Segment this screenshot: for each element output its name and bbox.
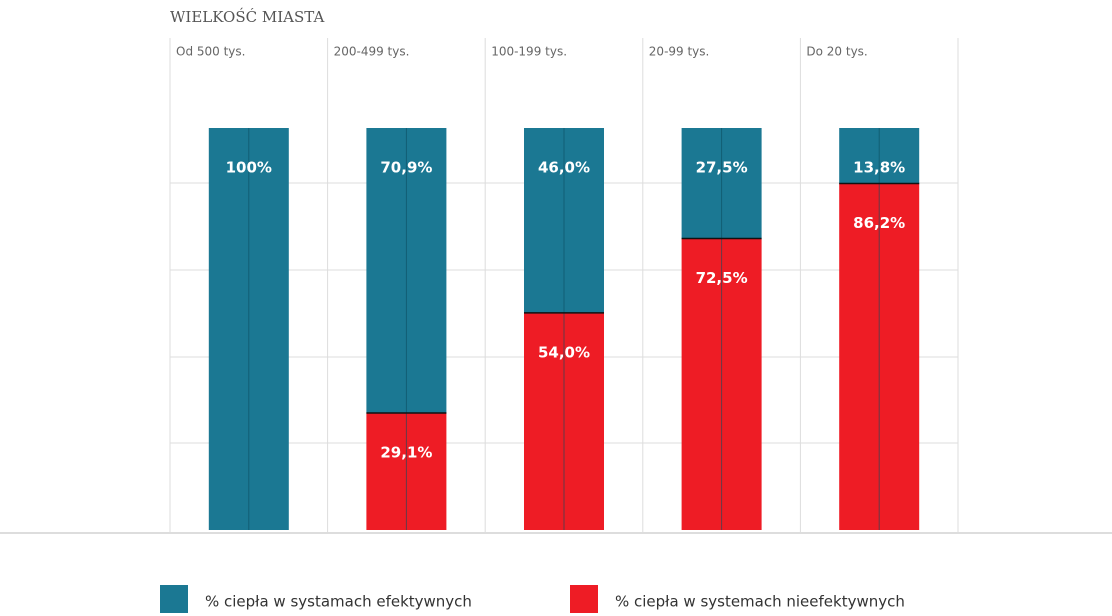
value-label: 46,0% xyxy=(538,159,590,177)
value-label: 70,9% xyxy=(380,159,432,177)
x-tick-label: Od 500 tys. xyxy=(176,45,245,59)
value-label: 100% xyxy=(226,159,272,177)
chart-title: WIELKOŚĆ MIASTA xyxy=(170,8,324,26)
x-tick-label: 200-499 tys. xyxy=(334,45,410,59)
x-tick-label: Do 20 tys. xyxy=(806,45,867,59)
value-label: 54,0% xyxy=(538,343,590,361)
value-label: 72,5% xyxy=(696,269,748,287)
x-tick-label: 100-199 tys. xyxy=(491,45,567,59)
value-label: 13,8% xyxy=(853,159,905,177)
legend-swatch xyxy=(570,585,598,613)
value-label: 29,1% xyxy=(380,444,432,462)
x-tick-label: 20-99 tys. xyxy=(649,45,710,59)
value-label: 86,2% xyxy=(853,214,905,232)
legend-label: % ciepła w systamach efektywnych xyxy=(205,593,472,611)
value-label: 27,5% xyxy=(696,159,748,177)
legend-label: % ciepła w systemach nieefektywnych xyxy=(615,593,905,611)
legend-swatch xyxy=(160,585,188,613)
